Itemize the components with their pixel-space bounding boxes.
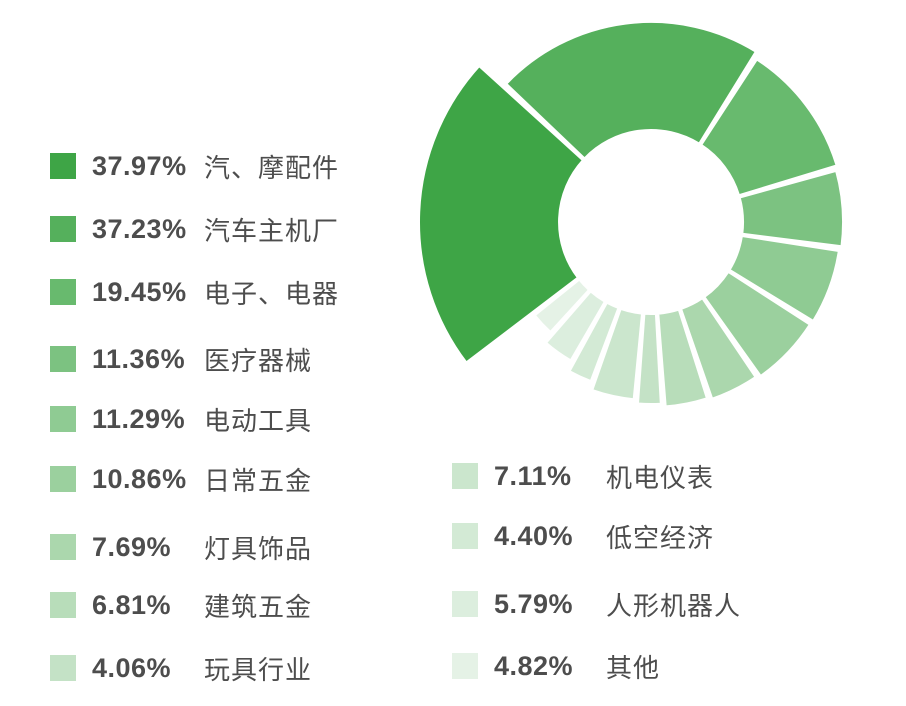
donut-slice: [728, 234, 840, 323]
donut-slice: [568, 301, 620, 383]
donut-slice: [636, 312, 662, 405]
donut-slice: [679, 296, 757, 400]
legend-item: 4.06% 玩具行业: [50, 652, 312, 685]
legend-category-label: 人形机器人: [606, 590, 742, 621]
donut-slice: [657, 308, 709, 408]
legend-swatch: [50, 153, 76, 179]
legend-item: 5.79% 人形机器人: [452, 588, 741, 621]
legend-percent: 19.45%: [92, 276, 187, 307]
donut-slice: [418, 64, 585, 364]
legend-swatch: [50, 406, 76, 432]
donut-slice: [703, 270, 812, 378]
legend-item: 6.81% 建筑五金: [50, 589, 312, 622]
donut-slice: [591, 307, 644, 401]
legend-percent: 37.97%: [92, 150, 187, 181]
legend-percent: 7.69%: [92, 531, 172, 562]
legend-percent: 7.11%: [494, 460, 572, 491]
legend-category-label: 医疗器械: [204, 345, 313, 376]
legend-item: 11.29% 电动工具: [50, 403, 312, 436]
legend-item: 37.23% 汽车主机厂: [50, 213, 339, 246]
legend-category-label: 低空经济: [606, 522, 715, 553]
legend-item: 37.97% 汽、摩配件: [50, 150, 339, 183]
legend-swatch: [50, 592, 76, 618]
legend-item: 19.45% 电子、电器: [50, 276, 339, 309]
legend-item: 4.40% 低空经济: [452, 520, 714, 553]
legend-percent: 11.36%: [92, 343, 186, 374]
legend-category-label: 日常五金: [204, 465, 313, 496]
legend-swatch: [50, 216, 76, 242]
donut-slice: [533, 278, 591, 334]
donut-slice: [738, 169, 845, 248]
legend-category-label: 玩具行业: [204, 654, 313, 685]
legend-item: 7.69% 灯具饰品: [50, 531, 312, 564]
legend-swatch: [452, 463, 478, 489]
legend-swatch: [50, 534, 76, 560]
legend-category-label: 灯具饰品: [204, 533, 313, 564]
legend-swatch: [50, 655, 76, 681]
legend-percent: 5.79%: [494, 588, 574, 619]
legend-category-label: 机电仪表: [606, 462, 715, 493]
legend-category-label: 其他: [606, 652, 661, 683]
donut-slice: [544, 290, 607, 362]
legend-category-label: 建筑五金: [204, 591, 313, 622]
legend-swatch: [50, 466, 76, 492]
legend-category-label: 电动工具: [204, 405, 313, 436]
legend-category-label: 电子、电器: [204, 278, 340, 309]
legend-category-label: 汽车主机厂: [204, 215, 340, 246]
legend-percent: 4.40%: [494, 520, 574, 551]
legend-percent: 6.81%: [92, 589, 172, 620]
legend-item: 7.11% 机电仪表: [452, 460, 714, 493]
legend-percent: 11.29%: [92, 403, 186, 434]
legend-item: 4.82% 其他: [452, 650, 660, 683]
legend-swatch: [50, 346, 76, 372]
legend-swatch: [50, 279, 76, 305]
legend-swatch: [452, 653, 478, 679]
legend-swatch: [452, 591, 478, 617]
legend-category-label: 汽、摩配件: [204, 152, 340, 183]
legend-item: 10.86% 日常五金: [50, 463, 312, 496]
legend-percent: 10.86%: [92, 463, 187, 494]
legend-percent: 37.23%: [92, 213, 187, 244]
donut-slice: [699, 58, 838, 197]
legend-percent: 4.82%: [494, 650, 574, 681]
donut-slice: [504, 20, 758, 160]
legend-item: 11.36% 医疗器械: [50, 343, 312, 376]
legend-swatch: [452, 523, 478, 549]
legend-percent: 4.06%: [92, 652, 172, 683]
